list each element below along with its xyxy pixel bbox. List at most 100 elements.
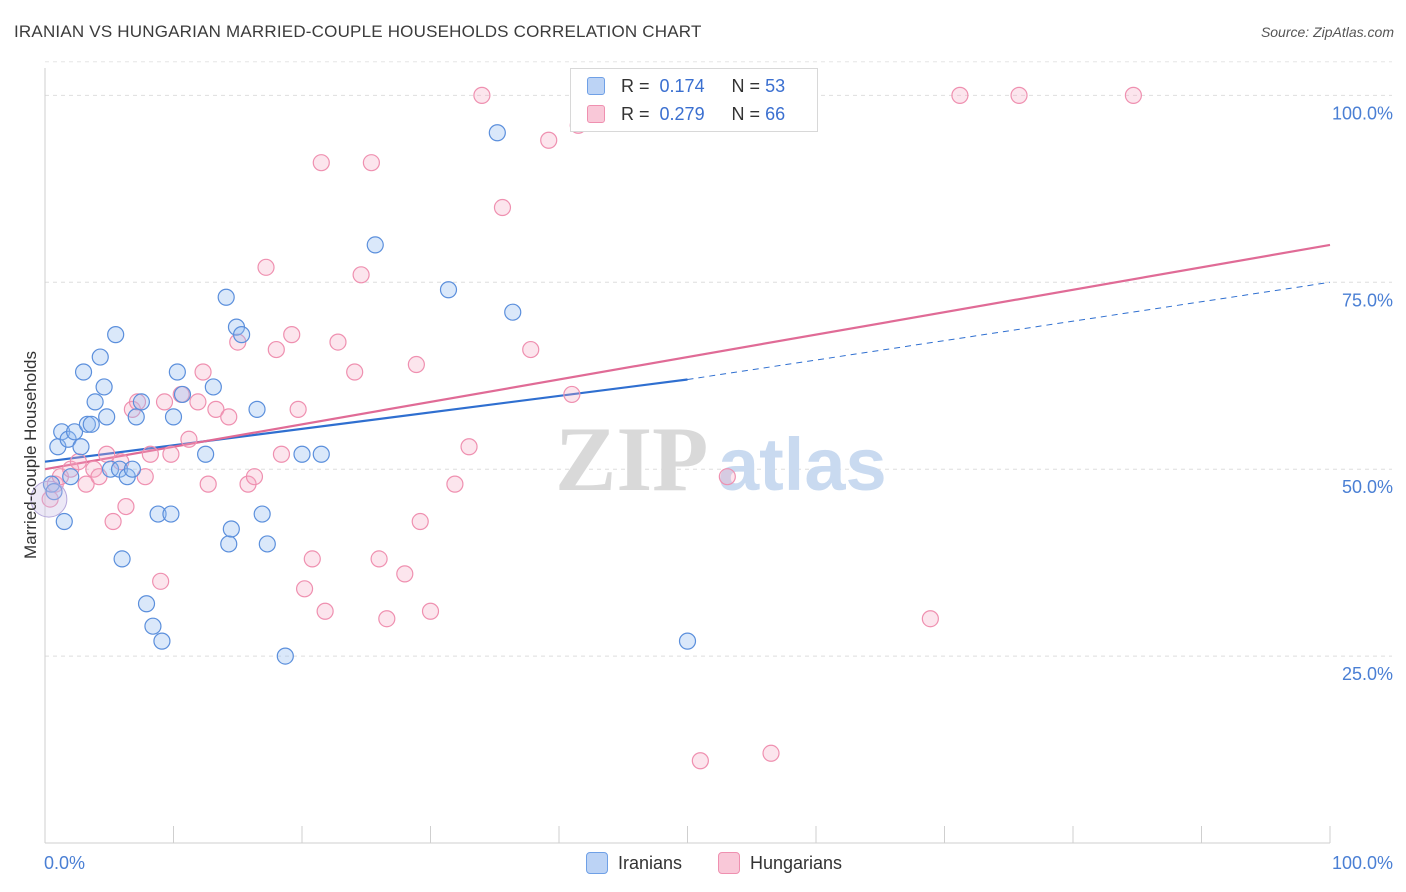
- iranians-point: [276, 647, 294, 665]
- hungarians-point: [295, 580, 314, 598]
- iranians-point: [101, 460, 120, 478]
- chart-title: IRANIAN VS HUNGARIAN MARRIED-COUPLE HOUS…: [14, 22, 702, 41]
- hungarians-point: [473, 86, 491, 104]
- hungarians-point: [267, 340, 285, 359]
- bottom-legend: Iranians Hungarians: [0, 852, 1406, 876]
- legend-n-value: 53: [765, 75, 786, 96]
- bottom-legend-swatch-iranians: [586, 852, 608, 874]
- legend-box: R = 0.174 N = 53 R = 0.279 N = 66: [570, 68, 818, 132]
- iranians-point: [162, 505, 180, 523]
- iranians-point: [253, 505, 271, 523]
- iranians-point: [95, 378, 113, 396]
- hungarians-point: [155, 393, 174, 411]
- hungarians-point: [370, 550, 388, 568]
- hungarians-point: [162, 445, 180, 463]
- hungarians-point: [421, 602, 440, 620]
- hungarians-point: [257, 258, 275, 276]
- watermark-zip: ZIP: [555, 408, 708, 510]
- hungarians-point: [199, 475, 217, 493]
- hungarians-point: [378, 610, 396, 628]
- bottom-legend-iranians: Iranians: [586, 852, 682, 874]
- iranians-point: [149, 505, 167, 523]
- hungarians-point: [460, 438, 478, 456]
- iranians-point: [144, 617, 162, 635]
- iranians-point: [504, 303, 522, 321]
- hungarians-point: [411, 512, 429, 531]
- iranians-point: [248, 400, 266, 418]
- hungarians-point: [352, 266, 370, 284]
- hungarians-point: [921, 610, 939, 628]
- hungarians-point: [396, 565, 414, 583]
- iranians-trend-extension: [687, 281, 1331, 380]
- legend-r-value: 0.279: [659, 103, 705, 124]
- y-axis-label: Married-couple Households: [21, 351, 40, 559]
- legend-r-label: R =: [621, 75, 650, 96]
- hungarians-point: [303, 550, 321, 568]
- hungarians-point: [407, 355, 425, 374]
- grid-lines: [45, 61, 1392, 657]
- iranians-point: [65, 423, 84, 441]
- iranians-point: [293, 445, 311, 463]
- iranians-point: [233, 326, 251, 344]
- iranians-point: [137, 595, 156, 613]
- hungarians-point: [346, 363, 364, 381]
- hungarians-point: [329, 333, 347, 351]
- legend-r-value: 0.174: [659, 75, 705, 96]
- trend-lines: [44, 243, 1331, 471]
- legend-swatch-iranians: [587, 77, 605, 95]
- iranians-point: [98, 408, 116, 426]
- iranians-point: [168, 363, 186, 381]
- iranians-point: [82, 415, 100, 433]
- x-tick-labels: 0.0% 100.0%: [44, 853, 1393, 873]
- iranians-point: [91, 348, 109, 366]
- iranians-point: [488, 124, 506, 142]
- iranians-point: [197, 445, 215, 463]
- iranians-point: [220, 535, 238, 553]
- iranians-point: [312, 445, 330, 463]
- hungarians-point: [691, 752, 709, 770]
- legend-n-label: N =: [731, 75, 761, 96]
- iranians-point: [78, 415, 97, 433]
- iranians-point: [72, 438, 90, 456]
- hungarians-point: [136, 468, 154, 486]
- source-label: Source: ZipAtlas.com: [1260, 24, 1394, 40]
- hungarians-point: [152, 572, 170, 590]
- legend-r-label: R =: [621, 103, 650, 124]
- iranians-point: [123, 460, 141, 478]
- iranians-point: [222, 520, 240, 538]
- iranians-point: [153, 632, 171, 650]
- iranians-point: [204, 378, 222, 396]
- iranians-point: [258, 535, 276, 553]
- hungarians-point: [312, 154, 330, 172]
- hungarians-point: [141, 445, 159, 463]
- hungarians-point: [245, 468, 264, 486]
- iranians-point: [366, 236, 384, 254]
- hungarians-point: [289, 400, 307, 418]
- hungarians-point: [540, 131, 558, 149]
- hungarians-point: [220, 408, 238, 426]
- iranians-point: [62, 468, 80, 486]
- hungarians-point: [189, 393, 207, 411]
- iranians-trend-line: [44, 378, 688, 463]
- hungarians-point: [180, 430, 198, 448]
- bottom-legend-swatch-hungarians: [718, 852, 740, 874]
- y-tick-label: 100.0%: [1332, 103, 1393, 123]
- hungarians-point: [104, 512, 122, 531]
- iranians-point: [55, 512, 73, 531]
- hungarians-point: [718, 468, 736, 486]
- iranians-point: [74, 363, 93, 381]
- x-tick-label: 100.0%: [1332, 853, 1393, 873]
- hungarians-point: [522, 340, 540, 359]
- hungarians-trend-line: [44, 243, 1331, 471]
- bottom-legend-hungarians: Hungarians: [718, 852, 842, 874]
- iranians-point: [45, 483, 63, 501]
- hungarians-point: [207, 400, 225, 418]
- iranians-point: [173, 385, 192, 404]
- iranians-point: [107, 326, 125, 344]
- legend-swatch-hungarians: [587, 105, 605, 123]
- legend-row-iranians: R = 0.174 N = 53: [587, 73, 785, 99]
- hungarians-point: [951, 86, 969, 104]
- hungarians-point: [77, 475, 95, 493]
- iranians-point: [439, 281, 458, 299]
- hungarians-point: [69, 453, 88, 471]
